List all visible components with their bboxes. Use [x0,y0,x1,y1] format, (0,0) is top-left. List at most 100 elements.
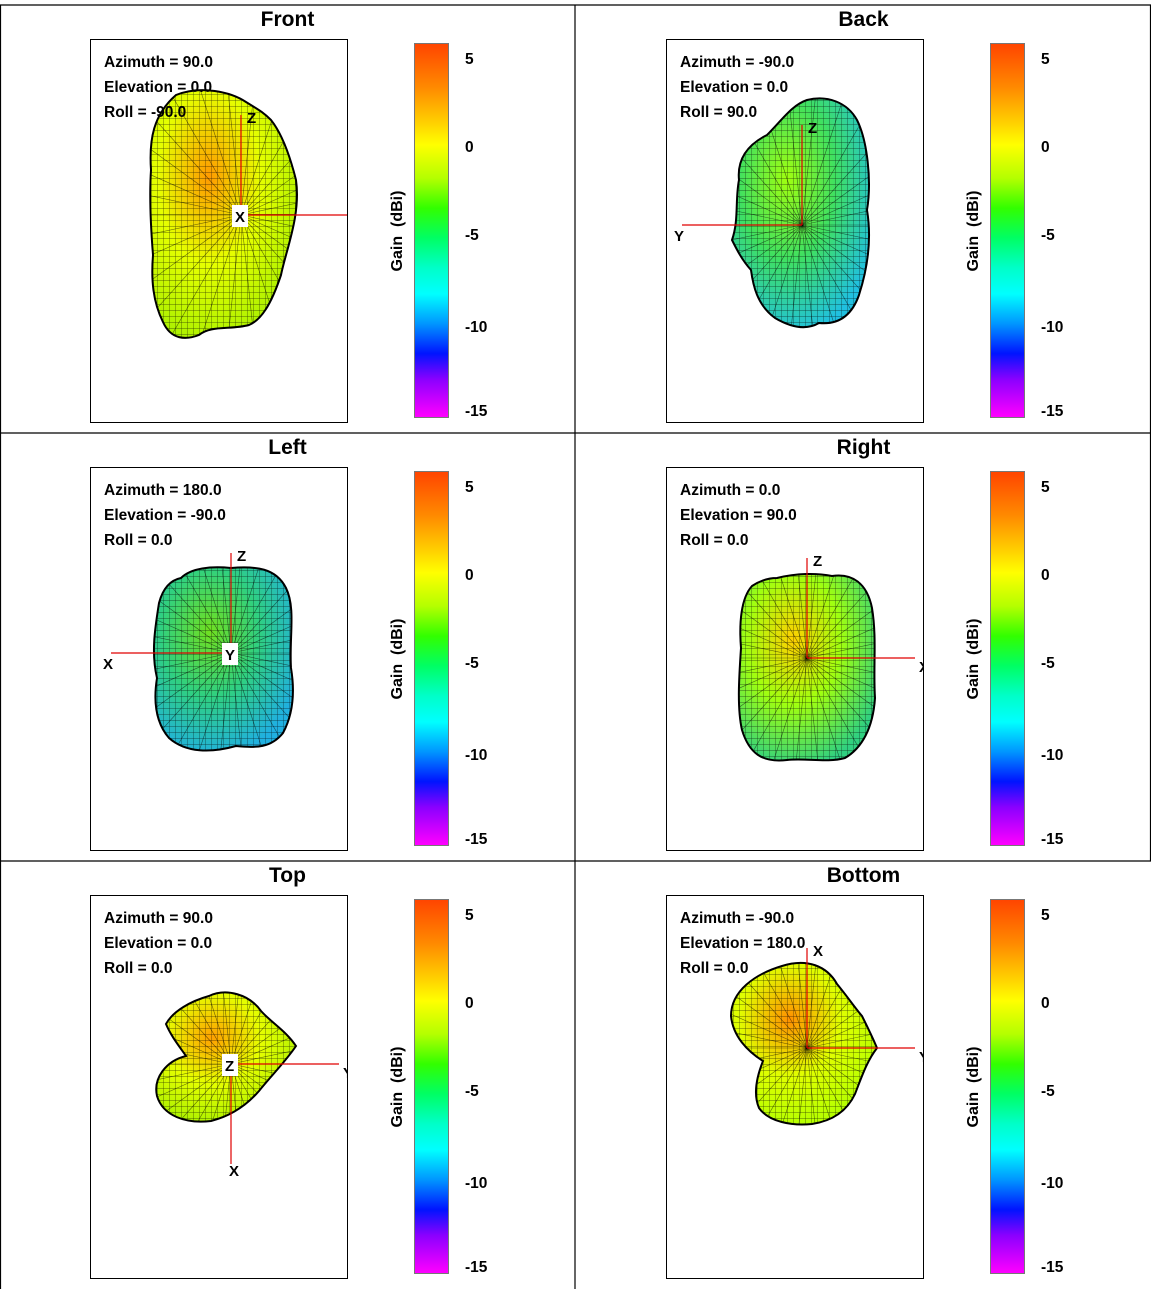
view-azimuth: Azimuth = -90.0 [680,54,795,71]
colorbar-tick: 5 [465,907,474,924]
colorbar-tick: 5 [1041,907,1050,924]
colorbar-tick: -10 [465,1175,488,1192]
axis-label-bg [222,1054,238,1076]
axis-label-x: X [229,1163,239,1180]
gain-pattern-surface: ZX [737,553,923,762]
pattern-plot: ZX Azimuth = 0.0 Elevation = 90.0 Roll = 0.… [666,467,924,851]
pattern-outline [729,961,879,1126]
colorbar-tick: -10 [465,747,488,764]
pattern-outline [155,991,298,1123]
colorbar-tick: -10 [465,319,488,336]
view-elevation: Elevation = 0.0 [104,79,213,96]
pattern-mesh [150,90,298,338]
colorbar-label: Gain (dBi) [389,618,406,700]
view-azimuth: Azimuth = 90.0 [104,910,213,927]
axis-label-bg [232,205,248,227]
view-angles: Azimuth = 90.0 Elevation = 0.0 Roll = 0.0 [104,906,213,981]
axis-label-x: X [813,943,823,960]
colorbar-tick: -15 [465,1259,488,1276]
colorbar-tick: -10 [1041,319,1064,336]
colorbar-label: Gain (dBi) [389,1046,406,1128]
view-roll: Roll = 0.0 [104,532,173,549]
view-elevation: Elevation = 0.0 [104,935,213,952]
pattern-plot: ZYX Azimuth = 90.0 Elevation = 0.0 Roll = -… [90,39,348,423]
view-roll: Roll = 0.0 [104,960,173,977]
colorbar-tick: 0 [1041,995,1050,1012]
colorbar-label: Gain (dBi) [965,618,982,700]
axis-label-bg [222,643,238,665]
pattern-plot: Z Y Azimuth = -90.0 Elevation = 0.0 Roll = 9… [666,39,924,423]
pattern-outline [152,566,294,752]
colorbar-tick: 5 [1041,51,1050,68]
colorbar-tick: 0 [1041,139,1050,156]
pattern-outline [737,572,877,762]
axis-label-y: Y [674,228,684,245]
colorbar [990,471,1025,846]
view-title: Back [838,8,889,31]
view-angles: Azimuth = 90.0 Elevation = 0.0 Roll = -90.… [104,50,213,125]
view-roll: Roll = 0.0 [680,960,749,977]
colorbar-tick: 0 [465,567,474,584]
view-elevation: Elevation = 0.0 [680,79,789,96]
view-title: Front [260,8,315,31]
colorbar-tick: 0 [465,995,474,1012]
view-angles: Azimuth = -90.0 Elevation = 0.0 Roll = 90.… [680,50,794,125]
pattern-plot: Z X Y Azimuth = 180.0 Elevation = -90.0 Roll … [90,467,348,851]
colorbar-label: Gain (dBi) [965,190,982,272]
colorbar-tick: -5 [465,655,479,672]
colorbar-label: Gain (dBi) [389,190,406,272]
colorbar-tick: -15 [1041,1259,1064,1276]
view-roll: Roll = 0.0 [680,532,749,549]
colorbar-tick: 0 [1041,567,1050,584]
pattern-outline [730,97,870,329]
colorbar-tick: 5 [465,479,474,496]
colorbar [414,43,449,418]
view-cell-left: Left Z X Y Azimuth = 180.0 Elevation = -90.0 R… [0,433,575,862]
view-roll: Roll = 90.0 [680,104,758,121]
view-azimuth: Azimuth = -90.0 [680,910,795,927]
axis-label-y: Y [343,1065,348,1082]
colorbar [414,899,449,1274]
view-azimuth: Azimuth = 90.0 [104,54,213,71]
colorbar-label: Gain (dBi) [965,1046,982,1128]
view-cell-back: Back Z Y Azimuth = -90.0 Elevation = 0.0 Roll… [576,5,1151,434]
view-elevation: Elevation = -90.0 [104,507,226,524]
colorbar [990,899,1025,1274]
view-cell-top: Top Y X Z Azimuth = 90.0 Elevation = 0.0 Roll … [0,861,575,1290]
pattern-pole-mesh [153,567,294,751]
view-azimuth: Azimuth = 0.0 [680,482,781,499]
pattern-outline [149,89,298,339]
gain-pattern-surface: XY [729,943,924,1126]
view-elevation: Elevation = 90.0 [680,507,797,524]
gain-pattern-surface: Y X Z [155,991,348,1180]
colorbar-tick: 5 [1041,479,1050,496]
axis-label-x: X [235,209,245,226]
view-cell-right: Right ZX Azimuth = 0.0 Elevation = 90.0 Roll… [576,433,1151,862]
view-cell-front: Front ZYX Azimuth = 90.0 Elevation = 0.0 Rol… [0,5,575,434]
gain-pattern-surface: ZYX [149,89,347,339]
pattern-mesh [731,962,877,1125]
axis-label-y: Y [919,1049,924,1066]
colorbar [990,43,1025,418]
gain-pattern-surface: ZY [674,97,870,329]
axis-label-z: Z [247,110,256,127]
colorbar-tick: -15 [465,403,488,420]
axis-label-z: Z [808,120,817,137]
colorbar [414,471,449,846]
colorbar-tick: -15 [1041,403,1064,420]
gain-pattern-surface: Z X Y [103,548,294,752]
colorbar-tick: -5 [1041,1083,1055,1100]
view-title: Right [836,436,891,459]
view-angles: Azimuth = -90.0 Elevation = 180.0 Roll = 0… [680,906,805,981]
axis-label-y: Y [225,647,235,664]
colorbar-tick: -5 [465,227,479,244]
pattern-plot: Y X Z Azimuth = 90.0 Elevation = 0.0 Roll = 0… [90,895,348,1279]
colorbar-tick: -5 [465,1083,479,1100]
axis-label-z: Z [237,548,246,565]
view-title: Top [269,864,306,887]
axis-label-x: X [103,656,113,673]
view-title: Left [268,436,307,459]
